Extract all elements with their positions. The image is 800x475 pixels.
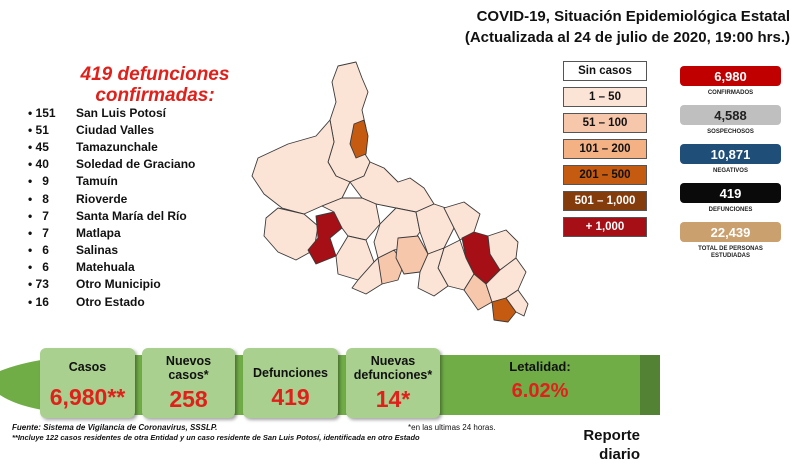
- deaths-item: • 7 Matlapa: [28, 225, 121, 240]
- deaths-item: • 9 Tamuín: [28, 174, 118, 189]
- stat-negative-value: 10,871: [680, 144, 781, 164]
- stat-confirmed-value: 6,980: [680, 66, 781, 86]
- deaths-item: • 6 Salinas: [28, 243, 119, 258]
- legend-item: Sin casos: [563, 61, 647, 81]
- source-text: Fuente: Sistema de Vigilancia de Coronav…: [12, 423, 218, 432]
- stat-total-label: TOTAL DE PERSONAS ESTUDIADAS: [698, 246, 763, 259]
- deaths-item: • 6 Matehuala: [28, 260, 135, 275]
- residents-note: **Incluye 122 casos residentes de otra E…: [12, 433, 420, 442]
- lethality-value: 6.02%: [511, 380, 569, 402]
- stat-suspected-label: SOSPECHOSOS: [707, 129, 754, 135]
- map-region: [505, 289, 529, 317]
- deaths-item: • 151 San Luis Potosí: [28, 105, 167, 120]
- new-cases-value: 258: [169, 386, 208, 412]
- title-main: COVID-19, Situación Epidemiológica Estat…: [476, 8, 790, 25]
- deaths-title: 419 defunciones confirmadas:: [80, 64, 230, 106]
- legend-item: 101 – 200: [563, 139, 647, 159]
- map-region: [349, 119, 369, 159]
- stats-panel: 6,980 CONFIRMADOS 4,588 SOSPECHOSOS 10,8…: [680, 66, 785, 268]
- stat-deaths-value: 419: [680, 183, 781, 203]
- deaths-item: • 40 Soledad de Graciano: [28, 157, 196, 172]
- deaths-item: • 73 Otro Municipio: [28, 277, 161, 292]
- new-cases-box: Nuevos casos* 258: [142, 348, 235, 418]
- deaths-item: • 16 Otro Estado: [28, 294, 145, 309]
- state-map: [251, 61, 529, 323]
- stat-deaths-label: DEFUNCIONES: [708, 207, 753, 213]
- lethality: Letalidad: 6.02%: [470, 359, 610, 403]
- map-region: [415, 203, 455, 255]
- title-updated: (Actualizada al 24 de julio de 2020, 19:…: [464, 29, 790, 46]
- legend-item: 501 – 1,000: [563, 191, 647, 211]
- stat-total-value: 22,439: [680, 222, 781, 242]
- deaths-list: • 151 San Luis Potosí • 51 Ciudad Valles •…: [28, 104, 195, 310]
- page-title: COVID-19, Situación Epidemiológica Estat…: [465, 6, 790, 48]
- deaths-box: Defunciones 419: [243, 348, 338, 418]
- deaths-item: • 7 Santa María del Río: [28, 208, 187, 223]
- deaths-item: • 8 Rioverde: [28, 191, 128, 206]
- map-region: [417, 247, 449, 297]
- legend-item: + 1,000: [563, 217, 647, 237]
- map-region: [351, 257, 383, 295]
- summary-banner: Casos 6,980** Nuevos casos* 258 Defuncio…: [0, 345, 800, 425]
- deaths-item: • 51 Ciudad Valles: [28, 122, 155, 137]
- map-region: [263, 207, 319, 261]
- new-deaths-box: Nuevas defunciones* 14*: [346, 348, 440, 418]
- legend-item: 201 – 500: [563, 165, 647, 185]
- cases-label: Casos: [68, 360, 107, 374]
- new-deaths-label: Nuevas defunciones*: [353, 354, 433, 382]
- legend-item: 1 – 50: [563, 87, 647, 107]
- map-legend: Sin casos 1 – 50 51 – 100 101 – 200 201 …: [563, 61, 647, 243]
- stat-confirmed-label: CONFIRMADOS: [707, 90, 754, 96]
- daily-report-label: Reporte diario: [583, 427, 640, 463]
- stat-suspected-value: 4,588: [680, 105, 781, 125]
- deaths-label: Defunciones: [252, 366, 328, 380]
- lethality-label: Letalidad:: [509, 359, 571, 374]
- deaths-item: • 45 Tamazunchale: [28, 139, 158, 154]
- source-notes: Fuente: Sistema de Vigilancia de Coronav…: [12, 423, 552, 442]
- deaths-value: 419: [271, 384, 310, 410]
- cases-value: 6,980**: [49, 384, 126, 410]
- stat-negative-label: NEGATIVOS: [713, 168, 748, 174]
- legend-item: 51 – 100: [563, 113, 647, 133]
- note-24h: *en las ultimas 24 horas.: [408, 423, 496, 432]
- new-deaths-value: 14*: [375, 386, 411, 412]
- cases-box: Casos 6,980**: [40, 348, 135, 418]
- new-cases-label: Nuevos casos*: [165, 354, 212, 382]
